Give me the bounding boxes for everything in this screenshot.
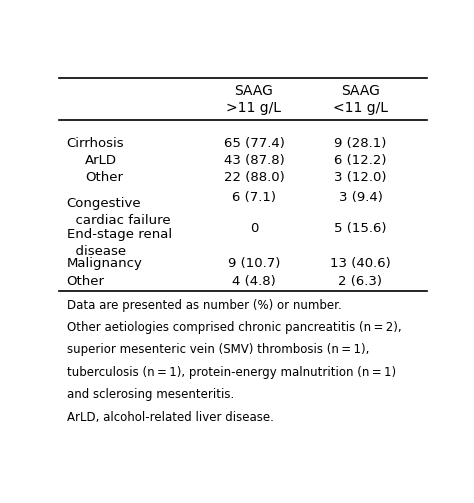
Text: Congestive
  cardiac failure: Congestive cardiac failure [66,197,170,227]
Text: Malignancy: Malignancy [66,257,143,270]
Text: 9 (28.1): 9 (28.1) [334,137,387,150]
Text: 3 (9.4): 3 (9.4) [338,191,383,204]
Text: Other aetiologies comprised chronic pancreatitis (n = 2),: Other aetiologies comprised chronic panc… [66,321,401,334]
Text: SAAG: SAAG [235,85,273,99]
Text: <11 g/L: <11 g/L [333,101,388,115]
Text: 5 (15.6): 5 (15.6) [334,222,387,235]
Text: Other: Other [85,171,123,184]
Text: and sclerosing mesenteritis.: and sclerosing mesenteritis. [66,388,234,401]
Text: 3 (12.0): 3 (12.0) [334,171,387,184]
Text: >11 g/L: >11 g/L [227,101,282,115]
Text: 13 (40.6): 13 (40.6) [330,257,391,270]
Text: ArLD, alcohol-related liver disease.: ArLD, alcohol-related liver disease. [66,411,273,424]
Text: Data are presented as number (%) or number.: Data are presented as number (%) or numb… [66,299,341,311]
Text: SAAG: SAAG [341,85,380,99]
Text: 43 (87.8): 43 (87.8) [224,154,284,167]
Text: tuberculosis (n = 1), protein-energy malnutrition (n = 1): tuberculosis (n = 1), protein-energy mal… [66,366,396,379]
Text: ArLD: ArLD [85,154,117,167]
Text: 2 (6.3): 2 (6.3) [338,275,383,288]
Text: 6 (12.2): 6 (12.2) [334,154,387,167]
Text: 0: 0 [250,222,258,235]
Text: 22 (88.0): 22 (88.0) [224,171,284,184]
Text: 6 (7.1): 6 (7.1) [232,191,276,204]
Text: 65 (77.4): 65 (77.4) [224,137,284,150]
Text: superior mesenteric vein (SMV) thrombosis (n = 1),: superior mesenteric vein (SMV) thrombosi… [66,344,369,357]
Text: 9 (10.7): 9 (10.7) [228,257,280,270]
Text: Cirrhosis: Cirrhosis [66,137,124,150]
Text: End-stage renal
  disease: End-stage renal disease [66,228,172,258]
Text: 4 (4.8): 4 (4.8) [232,275,276,288]
Text: Other: Other [66,275,105,288]
